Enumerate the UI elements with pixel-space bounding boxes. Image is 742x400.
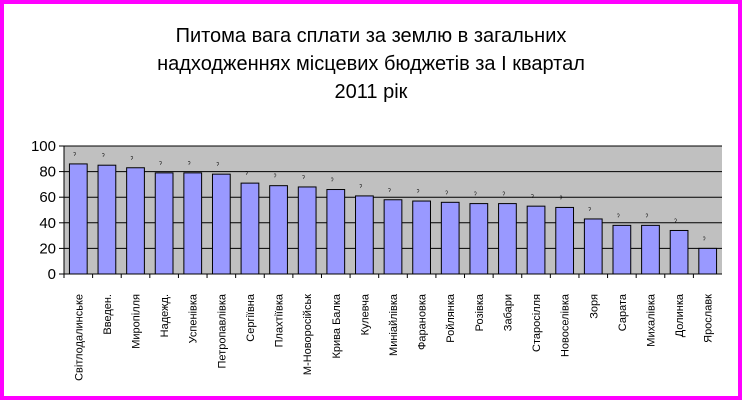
x-tick-label: Долинка xyxy=(674,293,686,337)
x-tick-label: Кулевча xyxy=(359,293,371,335)
bar-marker: ˀ xyxy=(188,160,191,169)
x-tick-label: Розівка xyxy=(474,293,486,331)
bar-marker: ˀ xyxy=(274,173,277,182)
bar xyxy=(526,205,546,275)
bar xyxy=(355,195,374,275)
x-tick-label: Забари xyxy=(502,294,514,331)
bar-marker: ˀ xyxy=(560,194,563,203)
y-tick-label: 80 xyxy=(39,164,56,181)
x-tick-label: Світлодалинське xyxy=(73,294,85,381)
bar xyxy=(469,203,489,275)
x-tick-label: Ярославк xyxy=(703,294,715,343)
x-tick-label: Петропавлівка xyxy=(216,293,228,368)
x-tick-label: Михалівка xyxy=(645,293,657,347)
bar xyxy=(555,206,575,275)
bar xyxy=(698,247,718,275)
bar-marker: ˀ xyxy=(645,212,648,221)
bar-marker: ˀ xyxy=(502,191,505,200)
chart-title-line-2: надходженнях місцевих бюджетів за І квар… xyxy=(157,53,585,75)
chart-title-line-1: Питома вага сплати за землю в загальних xyxy=(175,25,567,47)
x-tick-label: Надежд. xyxy=(159,294,171,337)
chart-title-line-3: 2011 рік xyxy=(334,81,408,103)
bar-marker: ˀ xyxy=(445,189,448,198)
bar xyxy=(383,199,403,275)
bar-marker: ˀ xyxy=(388,187,391,196)
x-tick-label: Сарата xyxy=(617,293,629,331)
bar-marker: ˀ xyxy=(674,217,677,226)
bar-marker: ˀ xyxy=(73,151,76,160)
bar xyxy=(297,186,317,275)
bar-marker: ˀ xyxy=(474,191,477,200)
bar-marker: ˀ xyxy=(102,152,105,161)
x-tick-label: Миропілля xyxy=(131,294,143,349)
y-tick-label: 20 xyxy=(39,240,56,257)
bar-marker: ˀ xyxy=(216,161,219,170)
x-tick-label: Введен. xyxy=(102,294,114,335)
bar xyxy=(126,167,145,275)
chart-title: Питома вага сплати за землю в загальних … xyxy=(60,22,682,106)
bar xyxy=(240,182,260,275)
bar xyxy=(641,224,660,275)
bar xyxy=(269,185,288,275)
y-tick-label: 0 xyxy=(48,266,56,283)
bar xyxy=(440,201,460,275)
bar-marker: ˀ xyxy=(703,235,706,244)
y-tick-label: 40 xyxy=(39,215,56,232)
bar-marker: ˀ xyxy=(245,170,248,179)
bar xyxy=(68,163,88,275)
x-tick-label: Фарановка xyxy=(417,293,429,350)
bar-marker: ˀ xyxy=(417,188,420,197)
x-tick-label: Сергіївна xyxy=(245,293,257,342)
bar-marker: ˀ xyxy=(531,193,534,202)
bar xyxy=(211,173,231,275)
x-tick-label: Ройлянка xyxy=(445,293,457,343)
x-tick-label: Старосілля xyxy=(531,294,543,352)
x-tick-label: Крива Балка xyxy=(331,293,343,358)
bar xyxy=(183,172,203,275)
y-tick-label: 60 xyxy=(39,189,56,206)
bar xyxy=(669,229,689,275)
bar xyxy=(583,218,603,275)
bar xyxy=(412,200,431,275)
x-tick-label: Миніайлівка xyxy=(388,293,400,356)
bar xyxy=(97,164,117,275)
x-tick-label: М-Новоросійськ xyxy=(302,294,314,375)
bar-marker: ˀ xyxy=(588,206,591,215)
bar xyxy=(326,189,346,275)
x-tick-label: Новоселівка xyxy=(560,293,572,357)
bar-marker: ˀ xyxy=(159,160,162,169)
bar xyxy=(154,172,174,275)
bar xyxy=(612,224,632,275)
bar-marker: ˀ xyxy=(359,183,362,192)
bar xyxy=(498,203,517,275)
bar-marker: ˀ xyxy=(302,174,305,183)
bar-marker: ˀ xyxy=(331,177,334,186)
x-tick-label: Плахтіївка xyxy=(274,293,286,347)
x-tick-label: Успенівка xyxy=(188,293,200,343)
y-tick-label: 100 xyxy=(31,138,56,155)
x-tick-label: Зоря xyxy=(588,294,600,319)
bar-marker: ˀ xyxy=(131,155,134,164)
bar-marker: ˀ xyxy=(617,212,620,221)
